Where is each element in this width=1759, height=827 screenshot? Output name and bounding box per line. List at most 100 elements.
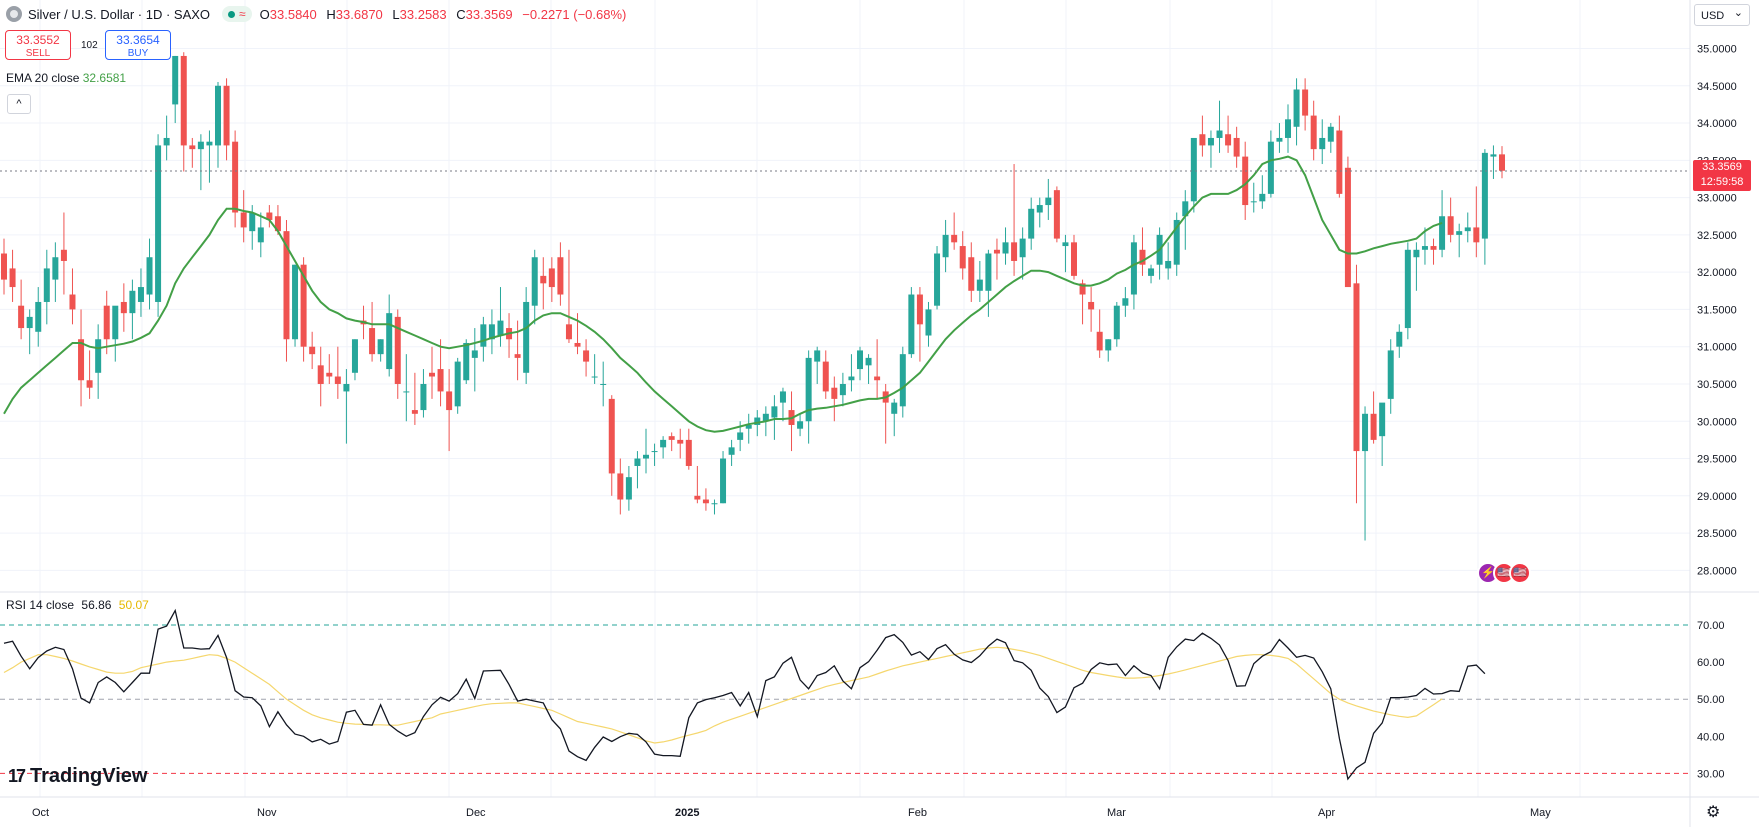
candle[interactable] <box>720 451 727 504</box>
candle[interactable] <box>625 465 632 511</box>
candle[interactable] <box>454 357 461 414</box>
candle[interactable] <box>1370 391 1377 444</box>
candle[interactable] <box>1285 104 1291 153</box>
candle[interactable] <box>506 313 513 358</box>
candle[interactable] <box>1216 100 1223 153</box>
candle[interactable] <box>565 249 572 343</box>
candle[interactable] <box>805 350 812 444</box>
candle[interactable] <box>976 260 983 302</box>
candle[interactable] <box>1199 115 1206 157</box>
candle[interactable] <box>172 55 179 124</box>
candle[interactable] <box>891 398 898 437</box>
candle[interactable] <box>1464 212 1471 243</box>
candle[interactable] <box>822 350 829 399</box>
candle[interactable] <box>411 372 418 425</box>
candle[interactable] <box>18 279 25 340</box>
candle[interactable] <box>831 376 838 422</box>
candle[interactable] <box>1259 175 1266 209</box>
candle[interactable] <box>1293 78 1300 146</box>
candle[interactable] <box>899 346 906 418</box>
candle[interactable] <box>643 428 649 474</box>
candle[interactable] <box>993 238 1000 280</box>
candle[interactable] <box>694 465 701 504</box>
candle[interactable] <box>1096 309 1103 358</box>
candle[interactable] <box>52 242 59 302</box>
candle[interactable] <box>557 242 564 306</box>
candle[interactable] <box>497 287 504 347</box>
candle[interactable] <box>540 257 547 310</box>
candle[interactable] <box>1113 301 1120 347</box>
candle[interactable] <box>9 249 16 302</box>
candle[interactable] <box>1 238 7 295</box>
candle[interactable] <box>788 391 795 452</box>
candle[interactable] <box>1002 227 1009 265</box>
candle[interactable] <box>771 395 778 440</box>
candle[interactable] <box>857 346 863 381</box>
candle[interactable] <box>95 324 102 399</box>
candle[interactable] <box>1447 197 1454 243</box>
candle[interactable] <box>309 331 316 370</box>
candle[interactable] <box>1490 145 1497 179</box>
candle[interactable] <box>1404 242 1411 340</box>
candle[interactable] <box>1028 197 1035 250</box>
candle[interactable] <box>317 346 324 407</box>
candle[interactable] <box>394 309 401 399</box>
candle[interactable] <box>163 115 170 161</box>
candle[interactable] <box>26 309 33 355</box>
candle[interactable] <box>839 372 846 407</box>
candle[interactable] <box>1062 234 1069 273</box>
candle[interactable] <box>1396 324 1403 358</box>
candle[interactable] <box>1036 197 1043 228</box>
us-flag-event-icon-2[interactable]: 🇺🇸 <box>1509 562 1531 584</box>
candle[interactable] <box>1182 190 1189 250</box>
candle[interactable] <box>1387 339 1394 414</box>
candle[interactable] <box>660 436 667 459</box>
candle[interactable] <box>1045 178 1052 220</box>
candle[interactable] <box>137 268 144 317</box>
candle[interactable] <box>420 369 427 418</box>
candle[interactable] <box>1276 123 1283 153</box>
candle[interactable] <box>865 354 872 384</box>
candle[interactable] <box>779 387 786 422</box>
candle[interactable] <box>1421 227 1428 265</box>
collapse-legend-button[interactable]: ^ <box>7 94 31 114</box>
candle[interactable] <box>180 52 187 172</box>
candle[interactable] <box>377 339 384 362</box>
candle[interactable] <box>908 287 915 358</box>
candle[interactable] <box>112 305 119 362</box>
candle[interactable] <box>1302 78 1309 131</box>
candle[interactable] <box>1430 238 1437 265</box>
candle[interactable] <box>206 130 213 183</box>
candle[interactable] <box>1071 234 1077 280</box>
candle[interactable] <box>69 268 76 325</box>
candle[interactable] <box>1362 406 1369 541</box>
candle[interactable] <box>634 451 641 489</box>
candle[interactable] <box>608 395 615 496</box>
candle[interactable] <box>1344 156 1351 288</box>
candle[interactable] <box>283 219 290 362</box>
candle[interactable] <box>240 190 247 243</box>
sell-button[interactable]: 33.3552 SELL <box>5 30 71 60</box>
candle[interactable] <box>934 246 941 310</box>
candle[interactable] <box>711 499 718 515</box>
candle[interactable] <box>583 339 590 377</box>
candle[interactable] <box>1250 182 1257 213</box>
candle[interactable] <box>745 413 752 444</box>
candle[interactable] <box>1267 130 1274 198</box>
candle[interactable] <box>531 249 538 325</box>
candle[interactable] <box>882 383 889 444</box>
candle[interactable] <box>951 212 958 250</box>
candle[interactable] <box>514 320 521 381</box>
candle[interactable] <box>403 354 410 422</box>
candle[interactable] <box>480 316 487 362</box>
candle[interactable] <box>429 346 435 399</box>
candle[interactable] <box>797 413 804 437</box>
candle[interactable] <box>232 130 239 228</box>
candle[interactable] <box>1473 186 1480 258</box>
candle[interactable] <box>1242 141 1249 220</box>
candles[interactable] <box>1 52 1505 541</box>
candle[interactable] <box>1122 287 1129 317</box>
candle[interactable] <box>600 361 607 407</box>
candle[interactable] <box>1310 100 1317 161</box>
candle[interactable] <box>155 134 162 317</box>
